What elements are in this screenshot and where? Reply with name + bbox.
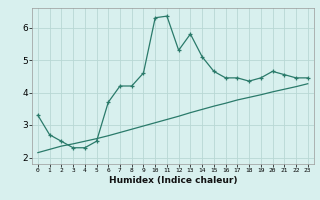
X-axis label: Humidex (Indice chaleur): Humidex (Indice chaleur) [108, 176, 237, 185]
